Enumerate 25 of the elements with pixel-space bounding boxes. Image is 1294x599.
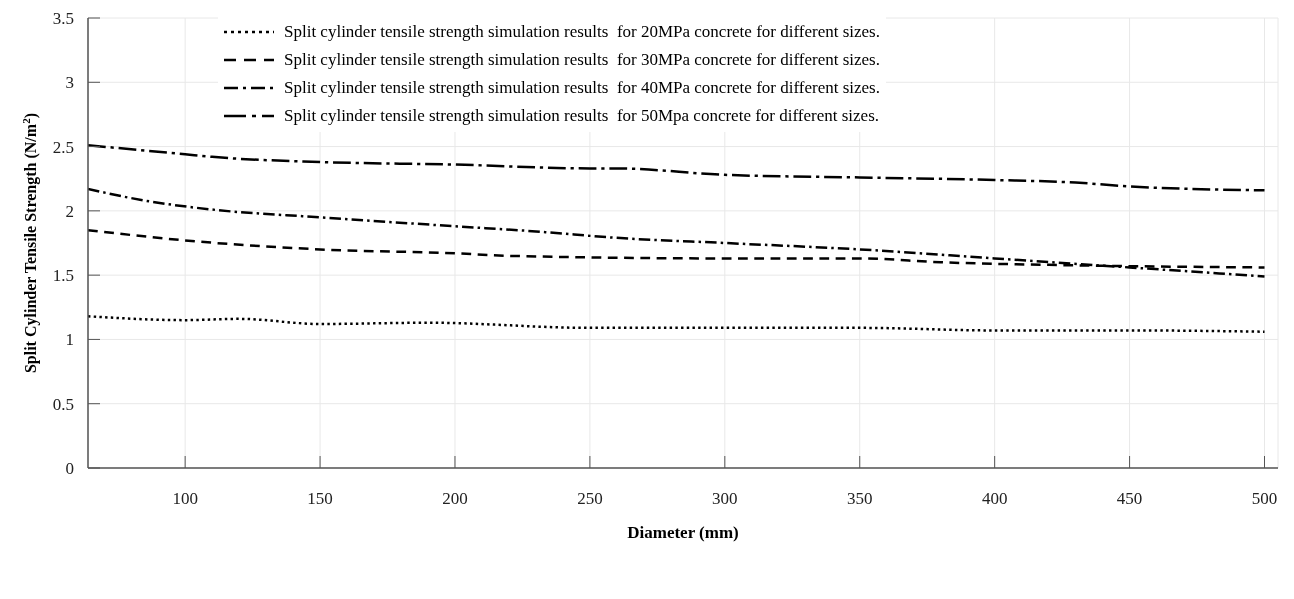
line-series — [88, 187, 1266, 278]
line-series — [88, 144, 1266, 192]
x-axis-title: Diameter (mm) — [627, 523, 739, 542]
y-tick-label: 2 — [65, 201, 74, 221]
legend-label: Split cylinder tensile strength simulation results for 30MPa concrete for different sizes. — [284, 49, 880, 71]
x-tick-label: 400 — [981, 489, 1008, 509]
y-tick-label: 3 — [65, 73, 74, 93]
x-tick-label: 450 — [1116, 489, 1143, 509]
legend-label: Split cylinder tensile strength simulation results for 50Mpa concrete for different sizes. — [284, 105, 880, 127]
x-tick-label: 100 — [172, 489, 198, 509]
legend-label: Split cylinder tensile strength simulation results for 40MPa concrete for different sizes. — [284, 77, 880, 99]
x-tick-label: 250 — [577, 489, 603, 509]
x-tick-label: 200 — [442, 489, 468, 509]
x-tick-label: 350 — [847, 489, 873, 509]
y-tick-label: 3.5 — [52, 9, 74, 29]
y-tick-label: 1.5 — [52, 266, 74, 286]
y-tick-label: 2.5 — [52, 137, 74, 157]
y-tick-label: 0.5 — [52, 394, 74, 414]
legend-label: Split cylinder tensile strength simulation results for 20MPa concrete for different sizes. — [284, 21, 880, 43]
x-tick-label: 150 — [307, 489, 333, 509]
x-tick-label: 500 — [1251, 489, 1278, 509]
y-tick-label: 0 — [65, 459, 74, 479]
y-tick-label: 1 — [65, 330, 74, 350]
line-series — [88, 315, 1266, 333]
x-tick-label: 300 — [712, 489, 738, 509]
